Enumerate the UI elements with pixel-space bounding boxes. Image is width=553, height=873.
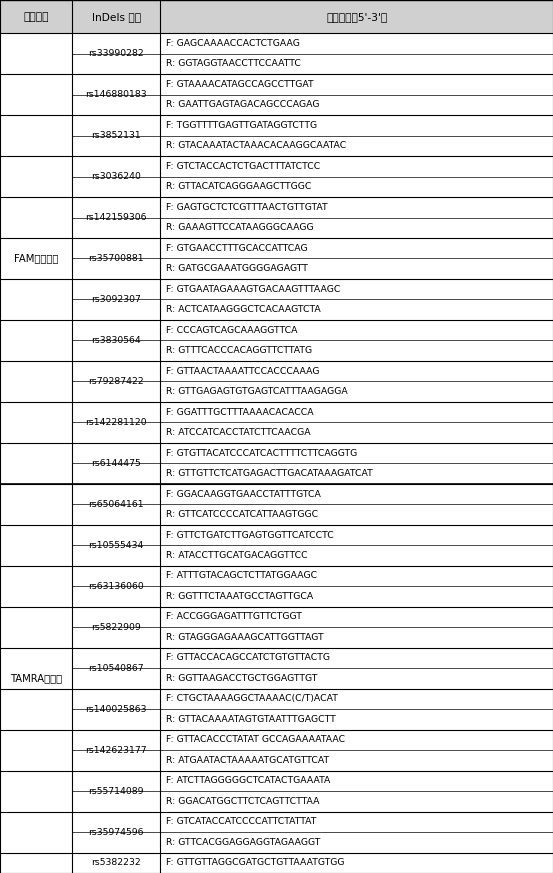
Text: rs3092307: rs3092307: [91, 295, 141, 304]
Text: rs142623177: rs142623177: [85, 746, 147, 754]
Text: F: GTGAATAGAAAGTGACAAGTTTAAGC: F: GTGAATAGAAAGTGACAAGTTTAAGC: [166, 285, 340, 293]
Text: R: ATCCATCACCTATCTTCAACGA: R: ATCCATCACCTATCTTCAACGA: [166, 428, 311, 437]
Text: TAMRA（黄色: TAMRA（黄色: [10, 673, 62, 684]
Text: rs10540867: rs10540867: [88, 663, 144, 673]
Text: F: GTAAAACATAGCCAGCCTTGAT: F: GTAAAACATAGCCAGCCTTGAT: [166, 80, 314, 89]
Text: F: GTTACCACAGCCATCTGTGTTACTG: F: GTTACCACAGCCATCTGTGTTACTG: [166, 653, 330, 663]
Text: R: GTTCACGGAGGAGGTAGAAGGT: R: GTTCACGGAGGAGGTAGAAGGT: [166, 838, 320, 847]
Text: rs10555434: rs10555434: [88, 540, 144, 550]
Text: rs55714089: rs55714089: [88, 787, 144, 795]
Text: F: GTTGTTAGGCGATGCTGTTAAATGTGG: F: GTTGTTAGGCGATGCTGTTAAATGTGG: [166, 858, 345, 867]
Text: R: ACTCATAAGGGCTCACAAGTCTA: R: ACTCATAAGGGCTCACAAGTCTA: [166, 306, 321, 314]
Bar: [0, 0, 553, 33]
Text: F: GAGTGCTCTCGTTTAACTGTTGTAT: F: GAGTGCTCTCGTTTAACTGTTGTAT: [166, 203, 327, 212]
Text: F: GTTAACTAAAATTCCACCCAAAG: F: GTTAACTAAAATTCCACCCAAAG: [166, 367, 320, 375]
Text: F: ACCGGGAGATTTGTTCTGGT: F: ACCGGGAGATTTGTTCTGGT: [166, 613, 302, 622]
Text: R: GTACAAATACTAAACACAAGGCAATAC: R: GTACAAATACTAAACACAAGGCAATAC: [166, 141, 346, 150]
Text: rs3036240: rs3036240: [91, 172, 141, 181]
Text: F: GTTACACCCTATAT GCCAGAAAATAAC: F: GTTACACCCTATAT GCCAGAAAATAAC: [166, 735, 345, 745]
Text: InDels 位点: InDels 位点: [92, 11, 140, 22]
Text: F: TGGTTTTGAGTTGATAGGTCTTG: F: TGGTTTTGAGTTGATAGGTCTTG: [166, 120, 317, 130]
Text: R: GTTGTTCTCATGAGACTTGACATAAAGATCAT: R: GTTGTTCTCATGAGACTTGACATAAAGATCAT: [166, 469, 373, 478]
Text: F: CCCAGTCAGCAAAGGTTCA: F: CCCAGTCAGCAAAGGTTCA: [166, 326, 298, 334]
Text: R: GGACATGGCTTCTCAGTTCTTAA: R: GGACATGGCTTCTCAGTTCTTAA: [166, 797, 320, 806]
Text: rs79287422: rs79287422: [88, 377, 144, 386]
Text: R: GATGCGAAATGGGGAGAGTT: R: GATGCGAAATGGGGAGAGTT: [166, 265, 308, 273]
Text: rs5822909: rs5822909: [91, 622, 141, 632]
Text: F: GTCATACCATCCCCATTCTATTAT: F: GTCATACCATCCCCATTCTATTAT: [166, 817, 316, 826]
Text: F: GTCTACCACTCTGACTTTATCTCC: F: GTCTACCACTCTGACTTTATCTCC: [166, 162, 320, 171]
Text: R: GTAGGGAGAAAGCATTGGTTAGT: R: GTAGGGAGAAAGCATTGGTTAGT: [166, 633, 324, 642]
Text: rs142159306: rs142159306: [85, 213, 147, 222]
Text: rs5382232: rs5382232: [91, 858, 141, 867]
Text: F: GGACAAGGTGAACCTATTTGTCA: F: GGACAAGGTGAACCTATTTGTCA: [166, 490, 321, 498]
Text: R: GAATTGAGTAGACAGCCCAGAG: R: GAATTGAGTAGACAGCCCAGAG: [166, 100, 320, 109]
Text: rs63136060: rs63136060: [88, 581, 144, 591]
Text: F: GAGCAAAACCACTCTGAAG: F: GAGCAAAACCACTCTGAAG: [166, 39, 300, 48]
Text: rs33990282: rs33990282: [88, 49, 144, 58]
Text: F: ATCTTAGGGGGCTCATACTGAAATA: F: ATCTTAGGGGGCTCATACTGAAATA: [166, 776, 330, 786]
Text: 引物序列（5'-3'）: 引物序列（5'-3'）: [326, 11, 387, 22]
Text: F: GGATTTGCTTTAAAACACACCA: F: GGATTTGCTTTAAAACACACCA: [166, 408, 314, 416]
Text: FAM（蓝色）: FAM（蓝色）: [14, 253, 58, 264]
Text: F: GTTCTGATCTTGAGTGGTTCATCCTC: F: GTTCTGATCTTGAGTGGTTCATCCTC: [166, 531, 333, 540]
Text: R: ATGAATACTAAAAATGCATGTTCAT: R: ATGAATACTAAAAATGCATGTTCAT: [166, 756, 329, 765]
Text: R: GTTACATCAGGGAAGCTTGGC: R: GTTACATCAGGGAAGCTTGGC: [166, 182, 311, 191]
Text: R: GAAAGTTCCATAAGGGCAAGG: R: GAAAGTTCCATAAGGGCAAGG: [166, 223, 314, 232]
Text: R: GGTTAAGACCTGCTGGAGTTGT: R: GGTTAAGACCTGCTGGAGTTGT: [166, 674, 317, 683]
Text: 荧光物质: 荧光物质: [23, 11, 49, 22]
Text: F: CTGCTAAAAGGCTAAAAC(C/T)ACAT: F: CTGCTAAAAGGCTAAAAC(C/T)ACAT: [166, 694, 338, 704]
Text: rs35974596: rs35974596: [88, 828, 144, 836]
Text: F: GTGTTACATCCCATCACTTTTCTTCAGGTG: F: GTGTTACATCCCATCACTTTTCTTCAGGTG: [166, 449, 357, 457]
Text: R: GGTTTCTAAATGCCTAGTTGCA: R: GGTTTCTAAATGCCTAGTTGCA: [166, 592, 313, 601]
Text: rs65064161: rs65064161: [88, 500, 144, 509]
Text: F: ATTTGTACAGCTCTTATGGAAGC: F: ATTTGTACAGCTCTTATGGAAGC: [166, 572, 317, 581]
Text: rs3830564: rs3830564: [91, 336, 141, 345]
Text: R: GTTGAGAGTGTGAGTCATTTAAGAGGA: R: GTTGAGAGTGTGAGTCATTTAAGAGGA: [166, 387, 348, 396]
Text: rs3852131: rs3852131: [91, 131, 141, 140]
Text: rs146880183: rs146880183: [85, 90, 147, 100]
Text: rs142281120: rs142281120: [85, 418, 147, 427]
Text: rs6144475: rs6144475: [91, 459, 141, 468]
Text: rs140025863: rs140025863: [85, 705, 147, 713]
Text: R: GTTACAAAATAGTGTAATTTGAGCTT: R: GTTACAAAATAGTGTAATTTGAGCTT: [166, 715, 336, 724]
Text: R: GGTAGGTAACCTTCCAATTC: R: GGTAGGTAACCTTCCAATTC: [166, 59, 301, 68]
Text: F: GTGAACCTTTGCACCATTCAG: F: GTGAACCTTTGCACCATTCAG: [166, 244, 307, 253]
Text: rs35700881: rs35700881: [88, 254, 144, 263]
Text: R: ATACCTTGCATGACAGGTTCC: R: ATACCTTGCATGACAGGTTCC: [166, 551, 307, 560]
Text: R: GTTCATCCCCATCATTAAGTGGC: R: GTTCATCCCCATCATTAAGTGGC: [166, 510, 318, 519]
Text: R: GTTTCACCCACAGGTTCTTATG: R: GTTTCACCCACAGGTTCTTATG: [166, 347, 312, 355]
